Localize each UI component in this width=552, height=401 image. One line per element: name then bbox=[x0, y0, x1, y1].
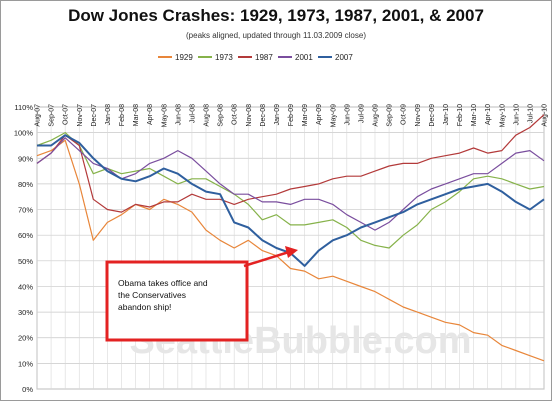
annotation: Obama takes office and the Conservatives a… bbox=[105, 246, 298, 342]
y-tick-label: 50% bbox=[18, 257, 33, 266]
legend-label: 1973 bbox=[215, 53, 233, 62]
y-tick-label: 90% bbox=[18, 154, 33, 163]
x-tick-label: Sep-07 bbox=[49, 104, 56, 127]
annotation-box bbox=[105, 260, 249, 342]
y-tick-label: 110% bbox=[14, 103, 33, 112]
x-tick-label: Jul-08 bbox=[189, 104, 196, 123]
x-tick-label: Oct-08 bbox=[232, 104, 239, 125]
y-tick-label: 40% bbox=[18, 282, 33, 291]
x-tick-label: May-10 bbox=[499, 104, 506, 127]
y-tick-label: 20% bbox=[18, 334, 33, 343]
y-tick-label: 0% bbox=[22, 385, 33, 394]
annotation-arrow bbox=[243, 250, 290, 268]
annotation-text: abandon ship! bbox=[118, 302, 171, 312]
x-tick-label: Feb-08 bbox=[119, 104, 126, 126]
x-tick-label: Mar-10 bbox=[471, 104, 478, 126]
x-tick-label: Aug-07 bbox=[35, 104, 42, 127]
x-tick-label: Dec-09 bbox=[429, 104, 436, 127]
legend: 1929 1973 1987 2001 2007 bbox=[158, 53, 353, 62]
x-tick-label: Nov-07 bbox=[77, 104, 84, 127]
x-tick-label: Aug-08 bbox=[204, 104, 211, 127]
x-tick-label: May-08 bbox=[161, 104, 168, 127]
y-tick-label: 80% bbox=[18, 180, 33, 189]
series-line-1929 bbox=[36, 139, 545, 362]
series-line-1973 bbox=[36, 132, 545, 249]
x-tick-label: Oct-07 bbox=[63, 104, 70, 125]
y-tick-label: 60% bbox=[18, 231, 33, 240]
x-tick-label: Jul-09 bbox=[358, 104, 365, 123]
annotation-arrowhead bbox=[285, 246, 298, 258]
y-tick-label: 30% bbox=[18, 308, 33, 317]
x-axis-ticks: Aug-07 Sep-07 Oct-07 Nov-07 Dec-07 Jan-08 Feb-… bbox=[35, 104, 549, 127]
x-tick-label: Jun-08 bbox=[175, 104, 182, 126]
x-tick-label: Mar-08 bbox=[133, 104, 140, 126]
x-tick-label: Dec-07 bbox=[91, 104, 98, 127]
x-tick-label: Feb-09 bbox=[288, 104, 295, 126]
x-tick-label: Jun-09 bbox=[344, 104, 351, 126]
y-tick-label: 100% bbox=[14, 129, 34, 138]
x-tick-label: Jan-10 bbox=[443, 104, 450, 126]
annotation-text: the Conservatives bbox=[118, 290, 186, 300]
x-tick-label: Jun-10 bbox=[513, 104, 520, 126]
x-tick-label: Nov-08 bbox=[246, 104, 253, 127]
x-tick-label: Aug-09 bbox=[373, 104, 380, 127]
x-tick-label: Mar-09 bbox=[302, 104, 309, 126]
x-tick-label: Jul-10 bbox=[527, 104, 534, 123]
x-tick-label: May-09 bbox=[330, 104, 337, 127]
x-tick-label: Dec-08 bbox=[260, 104, 267, 127]
x-tick-label: Jan-08 bbox=[105, 104, 112, 126]
x-tick-label: Apr-09 bbox=[316, 104, 323, 125]
annotation-text: Obama takes office and bbox=[118, 278, 208, 288]
chart-subtitle: (peaks aligned, updated through 11.03.20… bbox=[186, 31, 366, 40]
chart-title: Dow Jones Crashes: 1929, 1973, 1987, 200… bbox=[68, 6, 484, 25]
x-tick-label: Apr-08 bbox=[147, 104, 154, 125]
x-tick-label: Feb-10 bbox=[457, 104, 464, 126]
y-tick-label: 10% bbox=[18, 359, 33, 368]
x-tick-label: Jan-09 bbox=[274, 104, 281, 126]
legend-label: 1987 bbox=[255, 53, 273, 62]
y-axis-ticks: 0% 10% 20% 30% 40% 50% 60% 70% 80% 90% 100% 110% bbox=[14, 103, 34, 394]
series-line-1987 bbox=[36, 114, 545, 213]
x-tick-label: Apr-10 bbox=[485, 104, 492, 125]
grid-lines bbox=[36, 106, 545, 390]
legend-label: 1929 bbox=[175, 53, 193, 62]
x-tick-label: Aug-10 bbox=[542, 104, 549, 127]
y-tick-label: 70% bbox=[18, 206, 33, 215]
x-tick-label: Sep-09 bbox=[387, 104, 394, 127]
legend-label: 2001 bbox=[295, 53, 313, 62]
x-tick-label: Nov-09 bbox=[415, 104, 422, 127]
x-tick-label: Oct-09 bbox=[401, 104, 408, 125]
legend-label: 2007 bbox=[335, 53, 353, 62]
x-tick-label: Sep-08 bbox=[218, 104, 225, 127]
